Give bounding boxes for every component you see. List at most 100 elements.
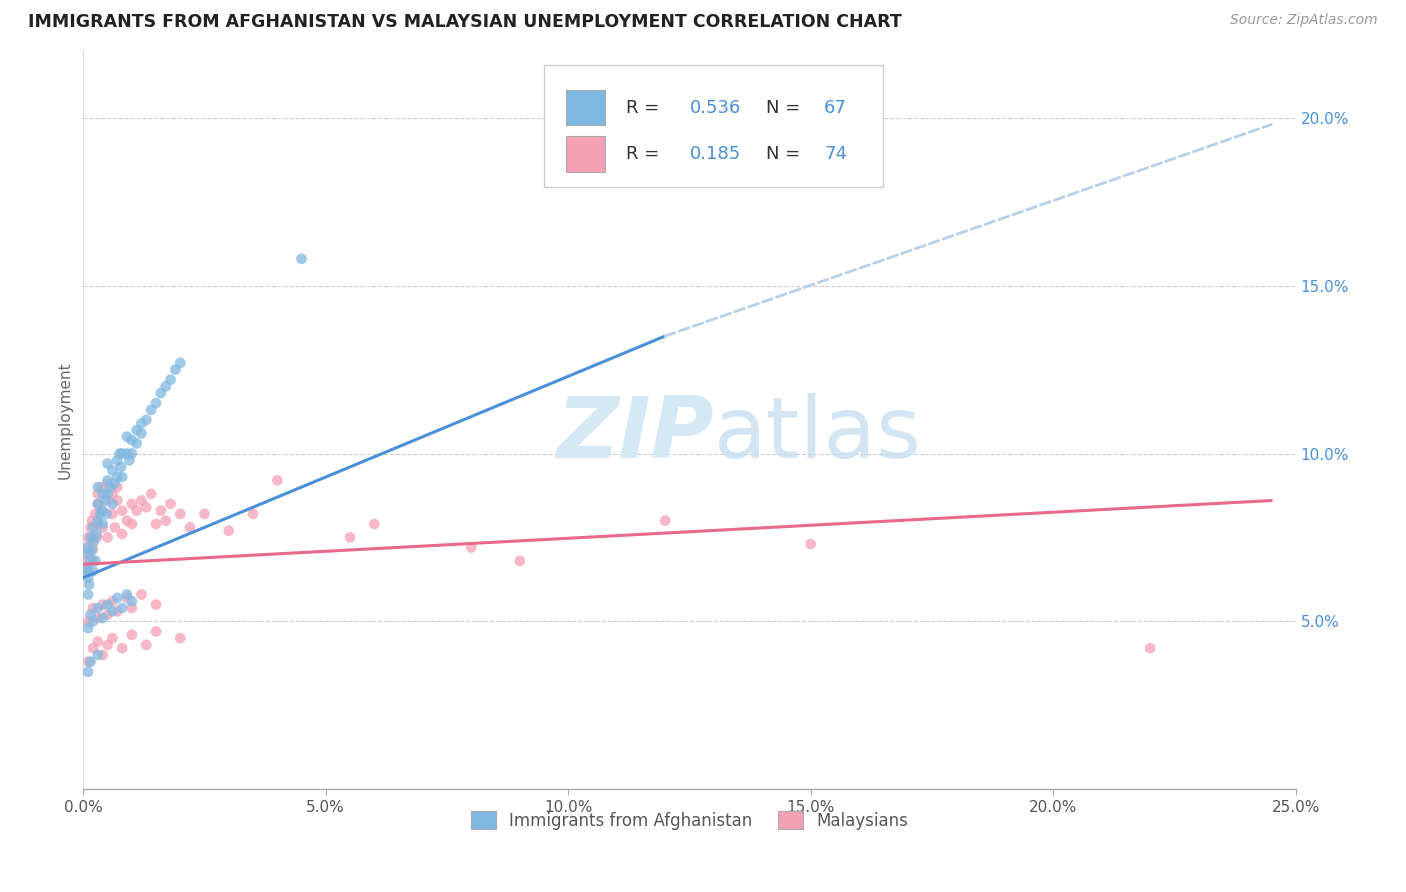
Point [87,497,110,511]
Point [115,591,138,605]
Point [145,598,167,612]
Point [76,541,98,555]
Point [77,621,100,635]
Y-axis label: Unemployment: Unemployment [58,361,72,479]
Text: 67: 67 [824,98,846,117]
Point [87,514,110,528]
Point [87,634,110,648]
Point [131,417,153,431]
Point [90,480,112,494]
Point [121,433,143,447]
Point [82,615,104,629]
Point [77,571,100,585]
Point [115,430,138,444]
Point [96,474,118,488]
Text: 74: 74 [824,145,846,163]
Point [82,541,104,555]
Point [75,554,97,568]
Point [135,500,157,515]
Point [800,537,823,551]
Point [77,665,100,679]
Point [96,607,118,622]
Point [121,497,143,511]
Point [87,480,110,494]
Point [96,487,118,501]
Point [98,480,121,494]
Point [105,493,128,508]
Point [77,547,100,561]
FancyBboxPatch shape [565,136,605,172]
Point [131,426,153,441]
Legend: Immigrants from Afghanistan, Malaysians: Immigrants from Afghanistan, Malaysians [464,805,914,837]
Point [169,507,191,521]
FancyBboxPatch shape [565,90,605,125]
Point [105,604,128,618]
Point [91,516,114,531]
Point [121,516,143,531]
Point [179,520,201,534]
Point [159,497,181,511]
Point [101,507,124,521]
Point [84,554,107,568]
Point [125,423,148,437]
Text: N =: N = [766,98,806,117]
Point [111,527,134,541]
Point [101,594,124,608]
Point [87,497,110,511]
Point [90,503,112,517]
Point [82,554,104,568]
Point [87,601,110,615]
Point [82,601,104,615]
Point [105,591,128,605]
Point [121,601,143,615]
Point [149,386,172,401]
Point [125,436,148,450]
Point [155,514,177,528]
Point [242,507,264,521]
Point [509,554,531,568]
Point [82,641,104,656]
Point [80,544,103,558]
Point [96,531,118,545]
Text: R =: R = [627,145,665,163]
Point [141,403,163,417]
Point [96,598,118,612]
Point [266,474,288,488]
Point [111,446,134,460]
Point [141,487,163,501]
Point [115,514,138,528]
Point [82,520,104,534]
Point [131,493,153,508]
Text: Source: ZipAtlas.com: Source: ZipAtlas.com [1230,13,1378,28]
Point [101,497,124,511]
Point [125,503,148,517]
Point [96,638,118,652]
Point [84,507,107,521]
Point [110,459,132,474]
Point [169,631,191,645]
Point [105,453,128,467]
Point [96,476,118,491]
Point [80,514,103,528]
Point [79,554,101,568]
Point [105,480,128,494]
Point [79,520,101,534]
Point [145,624,167,639]
Text: IMMIGRANTS FROM AFGHANISTAN VS MALAYSIAN UNEMPLOYMENT CORRELATION CHART: IMMIGRANTS FROM AFGHANISTAN VS MALAYSIAN… [28,13,901,31]
Point [460,541,482,555]
Point [218,524,240,538]
Point [82,564,104,578]
Point [83,533,105,548]
Point [159,373,181,387]
Point [654,514,676,528]
Point [145,516,167,531]
Point [86,531,108,545]
Point [87,516,110,531]
Point [104,520,127,534]
Point [96,507,118,521]
Point [96,493,118,508]
Point [101,631,124,645]
Point [339,531,361,545]
Text: N =: N = [766,145,806,163]
Point [75,564,97,578]
